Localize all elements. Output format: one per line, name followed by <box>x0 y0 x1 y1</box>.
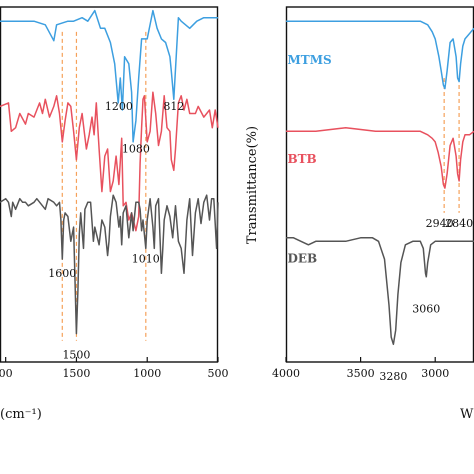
left-peak-label-5: 1010 <box>132 253 160 266</box>
right-x-tick-label-1: 3500 <box>347 367 375 380</box>
left-peak-label-1: 1080 <box>122 143 150 156</box>
left-peak-label-0: 1200 <box>105 100 133 113</box>
right-series-deb-line <box>286 237 474 346</box>
left-x-tick-label-0: 00 <box>0 367 13 380</box>
left-x-tick-label-1: 1500 <box>62 367 90 380</box>
left-series-mtms-line <box>0 9 218 143</box>
left-peak-label-4: 1500 <box>62 348 90 361</box>
right-x-tick-label-0: 4000 <box>272 367 300 380</box>
left-panel: 00 1500 1000 500 1200 1080 812 1600 1500 1010 (cm⁻… <box>0 6 229 422</box>
right-peak-label-0: 2940 <box>426 217 454 230</box>
left-peak-label-2: 812 <box>163 100 184 113</box>
right-peak-label-2: 3060 <box>412 302 440 315</box>
right-y-axis-label: Transmittance(%) <box>245 126 260 244</box>
left-x-tick-label-3: 500 <box>208 367 229 380</box>
right-series-label-deb: DEB <box>287 252 317 266</box>
right-peak-label-3: 3280 <box>379 370 407 383</box>
left-peak-label-3: 1600 <box>48 267 76 280</box>
left-plot-frame <box>0 6 219 363</box>
right-x-tick-label-2: 3000 <box>421 367 449 380</box>
right-series-mtms-line <box>286 20 474 90</box>
left-x-tick-label-2: 1000 <box>133 367 161 380</box>
left-x-axis-label: (cm⁻¹) <box>0 407 42 422</box>
right-x-axis-label: W <box>460 407 474 422</box>
left-series-deb-line <box>0 194 219 335</box>
right-series-label-btb: BTB <box>287 152 316 166</box>
left-series-btb-line <box>0 91 219 232</box>
right-series-label-mtms: MTMS <box>287 53 331 67</box>
right-series-btb-line <box>286 126 474 189</box>
right-peak-label-1: 2840 <box>445 217 473 230</box>
